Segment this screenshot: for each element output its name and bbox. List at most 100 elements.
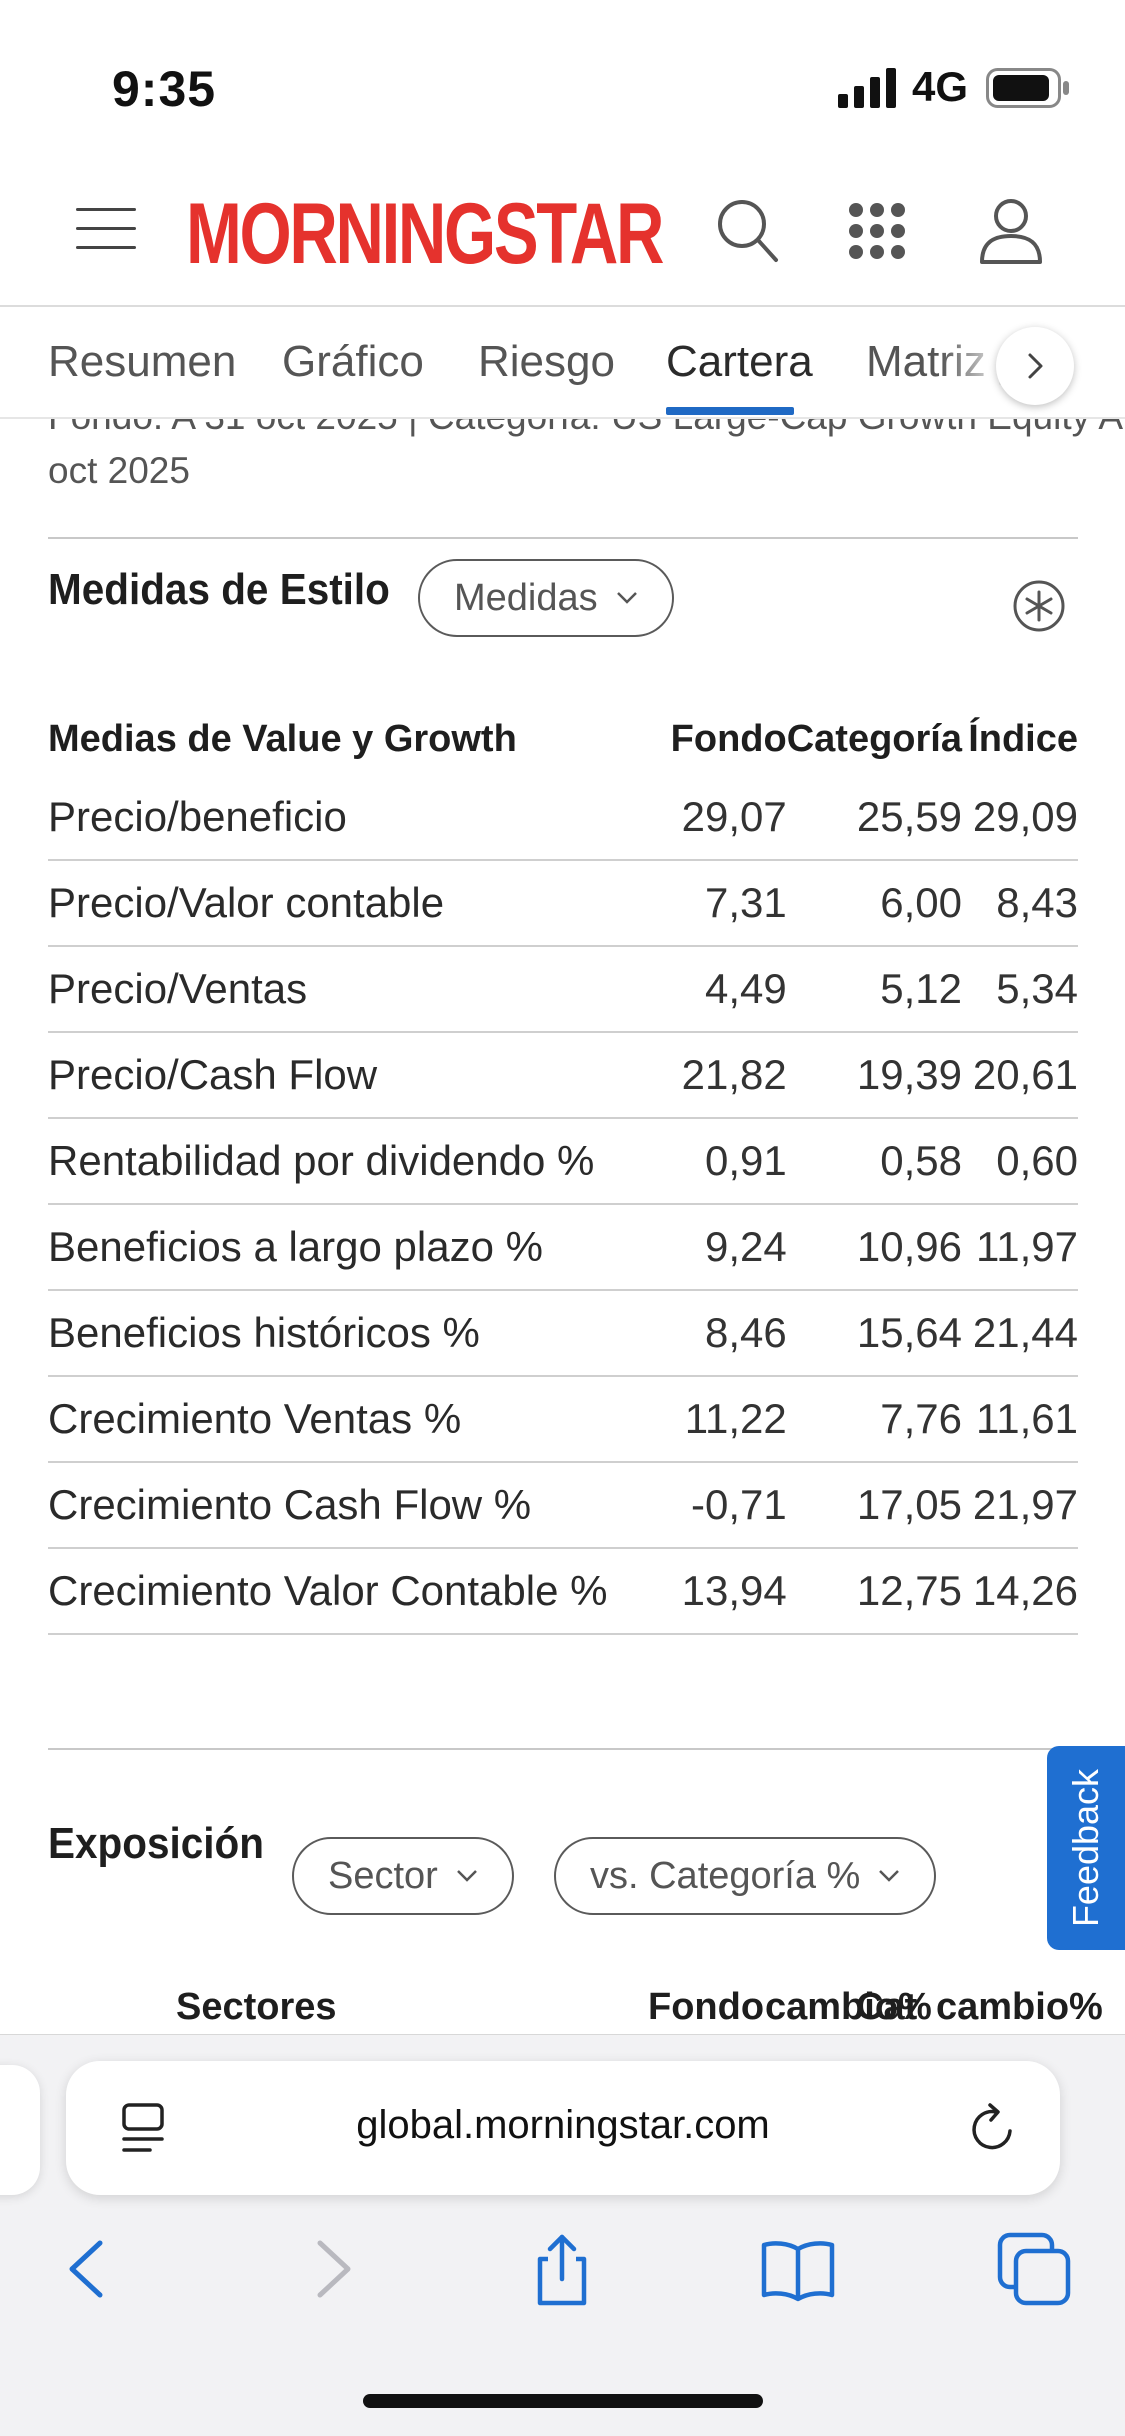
- category-value: 25,59: [786, 774, 962, 861]
- chevron-right-icon: [1028, 353, 1043, 379]
- home-indicator: [363, 2394, 763, 2408]
- section-divider: [48, 537, 1078, 539]
- data-date-note: Fondo: A 31 oct 2025 | Categoría: US Lar…: [48, 419, 1125, 445]
- compare-dropdown[interactable]: vs. Categoría %: [554, 1837, 937, 1915]
- section-tabs: Resumen Gráfico Riesgo Cartera Matriz y: [0, 307, 1125, 419]
- measures-dropdown-label: Medidas: [454, 576, 598, 619]
- column-header-category: Categoría: [786, 717, 962, 760]
- chevron-down-icon: [616, 592, 637, 604]
- browser-toolbar: global.morningstar.com: [0, 2034, 1125, 2436]
- fund-value: 21,82: [656, 1032, 787, 1119]
- page-menu-icon[interactable]: [118, 2101, 168, 2157]
- status-time: 9:35: [112, 61, 217, 117]
- fund-value: 4,49: [656, 946, 787, 1033]
- apps-grid-icon[interactable]: [842, 196, 912, 266]
- index-value: 21,44: [962, 1290, 1078, 1377]
- fund-value: 11,22: [656, 1376, 787, 1463]
- share-icon[interactable]: [522, 2229, 602, 2309]
- fund-value: 8,46: [656, 1290, 787, 1377]
- style-measures-table: Medias de Value y Growth Fondo Categoría…: [48, 704, 1078, 1635]
- category-value: 19,39: [786, 1032, 962, 1119]
- tab-cartera[interactable]: Cartera: [666, 337, 813, 386]
- column-header-fund: Fondo: [670, 717, 787, 760]
- morningstar-logo[interactable]: MORNINGSTAR: [186, 186, 664, 282]
- metric-label: Crecimiento Cash Flow %: [48, 1462, 657, 1549]
- table-row: Crecimiento Cash Flow % -0,71 17,05 21,97: [48, 1462, 1078, 1549]
- index-value: 5,34: [962, 946, 1078, 1033]
- index-value: 0,60: [962, 1118, 1078, 1205]
- style-measures-title: Medidas de Estilo: [48, 565, 390, 614]
- fund-column-header: Fondo: [648, 1986, 765, 2028]
- metric-label: Precio/Valor contable: [48, 860, 657, 947]
- fund-value: 9,24: [656, 1204, 787, 1291]
- bookmarks-icon[interactable]: [758, 2229, 838, 2309]
- data-date-note-continued: oct 2025: [48, 450, 190, 491]
- table-row: Precio/Ventas 4,49 5,12 5,34: [48, 946, 1078, 1033]
- battery-icon: [986, 68, 1069, 108]
- menu-icon[interactable]: [76, 208, 136, 252]
- index-value: 11,97: [962, 1204, 1078, 1291]
- column-header-index: Índice: [968, 717, 1078, 760]
- column-header-metric: Medias de Value y Growth: [48, 717, 517, 760]
- table-row: Beneficios a largo plazo % 9,24 10,96 11,97: [48, 1204, 1078, 1291]
- feedback-button[interactable]: Feedback: [1047, 1746, 1125, 1950]
- tab-riesgo[interactable]: Riesgo: [478, 337, 615, 386]
- table-row: Crecimiento Ventas % 11,22 7,76 11,61: [48, 1376, 1078, 1463]
- table-row: Crecimiento Valor Contable % 13,94 12,75 14…: [48, 1548, 1078, 1635]
- category-value: 6,00: [786, 860, 962, 947]
- index-value: 21,97: [962, 1462, 1078, 1549]
- index-value: 14,26: [962, 1548, 1078, 1635]
- table-header-row: Medias de Value y Growth Fondo Categoría…: [48, 704, 1078, 774]
- table-row: Rentabilidad por dividendo % 0,91 0,58 0,60: [48, 1118, 1078, 1205]
- cat-column-header: Cat: [856, 1986, 918, 2028]
- search-icon[interactable]: [712, 196, 782, 266]
- metric-label: Precio/Ventas: [48, 946, 657, 1033]
- measures-dropdown[interactable]: Medidas: [418, 559, 674, 637]
- table-row: Precio/Cash Flow 21,82 19,39 20,61: [48, 1032, 1078, 1119]
- feedback-label: Feedback: [1065, 1768, 1106, 1928]
- tabs-icon[interactable]: [994, 2229, 1074, 2309]
- index-value: 20,61: [962, 1032, 1078, 1119]
- previous-tab-preview[interactable]: [0, 2065, 40, 2195]
- metric-label: Crecimiento Valor Contable %: [48, 1548, 657, 1635]
- exposure-title: Exposición: [48, 1819, 264, 1868]
- metric-label: Beneficios históricos %: [48, 1290, 657, 1377]
- category-value: 17,05: [786, 1462, 962, 1549]
- chevron-down-icon: [456, 1870, 477, 1882]
- table-row: Precio/beneficio 29,07 25,59 29,09: [48, 774, 1078, 861]
- fund-value: 7,31: [656, 860, 787, 947]
- asterisk-info-icon[interactable]: [1012, 579, 1066, 633]
- section-divider: [48, 1748, 1078, 1750]
- index-value: 29,09: [962, 774, 1078, 861]
- fund-value: 29,07: [656, 774, 787, 861]
- category-value: 15,64: [786, 1290, 962, 1377]
- tabs-next-button[interactable]: [996, 327, 1074, 405]
- tab-resumen[interactable]: Resumen: [48, 337, 237, 386]
- url-text: global.morningstar.com: [356, 2103, 770, 2147]
- active-tab-indicator: [666, 407, 794, 415]
- user-icon[interactable]: [976, 196, 1046, 266]
- sector-dropdown[interactable]: Sector: [292, 1837, 514, 1915]
- compare-dropdown-label: vs. Categoría %: [590, 1854, 861, 1897]
- network-type: 4G: [912, 63, 969, 110]
- tab-grafico[interactable]: Gráfico: [282, 337, 424, 386]
- category-value: 0,58: [786, 1118, 962, 1205]
- fund-value: 0,91: [656, 1118, 787, 1205]
- forward-icon[interactable]: [290, 2229, 370, 2309]
- chevron-down-icon: [879, 1870, 900, 1882]
- address-bar[interactable]: global.morningstar.com: [66, 2061, 1060, 2195]
- back-icon[interactable]: [50, 2229, 130, 2309]
- category-value: 5,12: [786, 946, 962, 1033]
- metric-label: Rentabilidad por dividendo %: [48, 1118, 657, 1205]
- category-value: 10,96: [786, 1204, 962, 1291]
- index-value: 8,43: [962, 860, 1078, 947]
- category-value: 7,76: [786, 1376, 962, 1463]
- table-row: Precio/Valor contable 7,31 6,00 8,43: [48, 860, 1078, 947]
- table-row: Beneficios históricos % 8,46 15,64 21,44: [48, 1290, 1078, 1377]
- metric-label: Crecimiento Ventas %: [48, 1376, 657, 1463]
- main-content: Fondo: A 31 oct 2025 | Categoría: US Lar…: [0, 419, 1125, 2034]
- sectors-column-header: Sectores: [176, 1986, 337, 2028]
- index-value: 11,61: [962, 1376, 1078, 1463]
- reload-icon[interactable]: [966, 2101, 1020, 2155]
- site-header: MORNINGSTAR: [0, 160, 1125, 307]
